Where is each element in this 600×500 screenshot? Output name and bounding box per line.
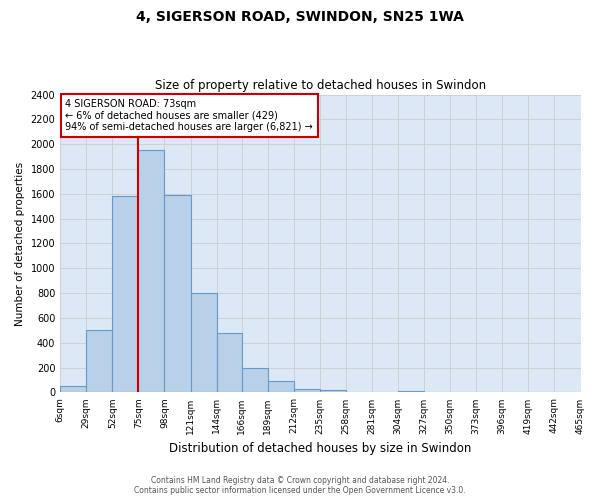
Bar [191,293,217,392]
Bar [242,368,268,392]
Bar [86,330,112,392]
Bar [320,390,346,392]
Bar [293,388,320,392]
Bar [112,196,139,392]
Bar [398,390,424,392]
Title: Size of property relative to detached houses in Swindon: Size of property relative to detached ho… [155,79,486,92]
Bar [217,333,242,392]
Bar [164,195,191,392]
Text: 4 SIGERSON ROAD: 73sqm
← 6% of detached houses are smaller (429)
94% of semi-det: 4 SIGERSON ROAD: 73sqm ← 6% of detached … [65,99,313,132]
Bar [268,382,293,392]
Y-axis label: Number of detached properties: Number of detached properties [15,162,25,326]
Text: 4, SIGERSON ROAD, SWINDON, SN25 1WA: 4, SIGERSON ROAD, SWINDON, SN25 1WA [136,10,464,24]
Text: Contains HM Land Registry data © Crown copyright and database right 2024.
Contai: Contains HM Land Registry data © Crown c… [134,476,466,495]
Bar [60,386,86,392]
X-axis label: Distribution of detached houses by size in Swindon: Distribution of detached houses by size … [169,442,472,455]
Bar [139,150,164,392]
